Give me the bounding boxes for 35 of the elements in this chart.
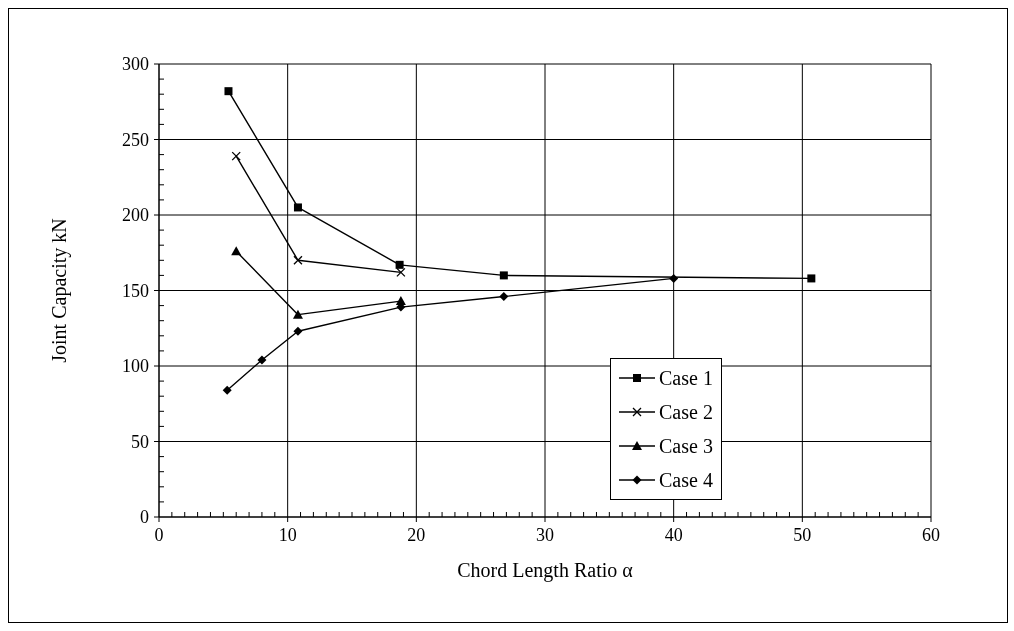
point <box>231 246 242 256</box>
legend-label: Case 1 <box>659 366 713 390</box>
legend-label: Case 4 <box>659 468 713 492</box>
point <box>669 273 679 283</box>
point <box>499 292 509 302</box>
point <box>807 274 816 283</box>
x-tick-label: 60 <box>922 525 940 545</box>
point <box>396 267 406 278</box>
point <box>293 255 303 265</box>
y-tick-label: 300 <box>122 54 149 74</box>
point <box>224 87 233 96</box>
point <box>231 151 241 161</box>
x-tick-label: 20 <box>407 525 426 545</box>
x-tick-label: 0 <box>154 525 164 545</box>
y-tick-label: 200 <box>122 205 149 225</box>
x-tick-label: 30 <box>536 525 554 545</box>
point <box>499 271 508 280</box>
y-tick-label: 150 <box>122 280 149 301</box>
y-tick-label: 250 <box>122 129 149 150</box>
point <box>293 203 302 212</box>
point <box>257 355 267 365</box>
x-tick-label: 50 <box>793 525 812 545</box>
point <box>395 260 404 269</box>
point <box>293 326 303 336</box>
y-axis-title: Joint Capacity kN <box>48 218 72 363</box>
y-tick-label: 0 <box>140 507 149 527</box>
legend-label: Case 2 <box>659 400 713 424</box>
legend-label: Case 3 <box>659 434 713 458</box>
x-axis-title: Chord Length Ratio α <box>457 559 634 582</box>
x-tick-label: 10 <box>278 525 297 545</box>
y-tick-label: 100 <box>122 356 149 376</box>
y-tick-label: 50 <box>131 431 149 452</box>
point <box>222 385 232 395</box>
point <box>292 309 303 319</box>
x-tick-label: 40 <box>664 525 683 545</box>
